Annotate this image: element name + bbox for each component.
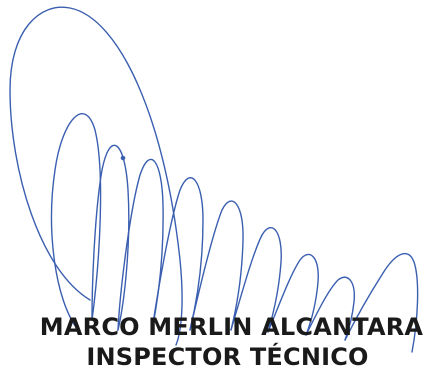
signatory-title: INSPECTOR TÉCNICO [86, 343, 369, 371]
signatory-block: MARCO MERLIN ALCANTARA INSPECTOR TÉCNICO [0, 312, 445, 372]
signatory-name: MARCO MERLIN ALCANTARA [39, 313, 424, 341]
